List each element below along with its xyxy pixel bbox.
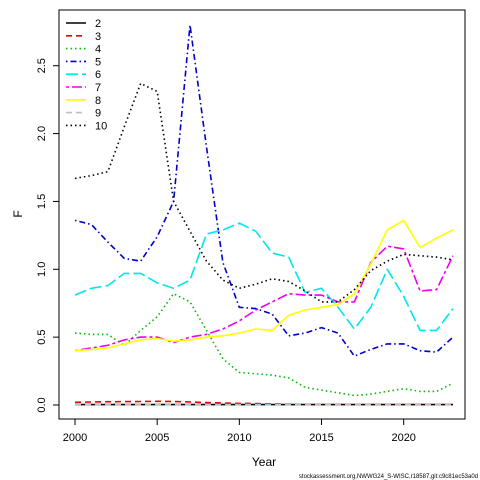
y-tick-label: 0.0 [36, 397, 48, 412]
x-tick-label: 2005 [145, 432, 169, 444]
y-tick-label: 1.5 [36, 194, 48, 209]
x-tick-label: 2000 [63, 432, 87, 444]
plot-area-frame [58, 9, 466, 420]
legend-label: 9 [95, 108, 101, 120]
legend-label: 2 [95, 18, 101, 30]
x-axis: 2000 2005 2010 2015 2020 [63, 419, 416, 444]
y-tick-label: 2.5 [36, 58, 48, 73]
legend-label: 7 [95, 82, 101, 94]
series-line-8 [74, 219, 454, 352]
footer-text: stockassessment.org,NWWG24_S-WISC,r18587… [299, 474, 478, 480]
x-axis-title: Year [252, 455, 276, 469]
legend-label: 3 [95, 31, 101, 43]
y-axis: 0.0 0.5 1.0 1.5 2.0 2.5 [36, 58, 59, 413]
y-tick-label: 2.0 [36, 126, 48, 141]
x-tick-label: 2015 [309, 432, 333, 444]
y-tick-label: 0.5 [36, 329, 48, 344]
series-line-4 [74, 292, 454, 397]
legend-label: 6 [95, 69, 101, 81]
y-tick-label: 1.0 [36, 262, 48, 277]
x-tick-label: 2020 [391, 432, 415, 444]
series-line-7 [74, 245, 454, 352]
x-tick-label: 2010 [227, 432, 251, 444]
legend-label: 5 [95, 56, 101, 68]
series-line-10 [74, 82, 454, 303]
series-line-5 [74, 24, 454, 357]
legend-label: 10 [95, 120, 107, 132]
y-axis-title: F [11, 210, 25, 217]
legend-label: 8 [95, 95, 101, 107]
series-layer [74, 24, 454, 406]
legend-label: 4 [95, 44, 101, 56]
series-line-6 [74, 222, 454, 332]
